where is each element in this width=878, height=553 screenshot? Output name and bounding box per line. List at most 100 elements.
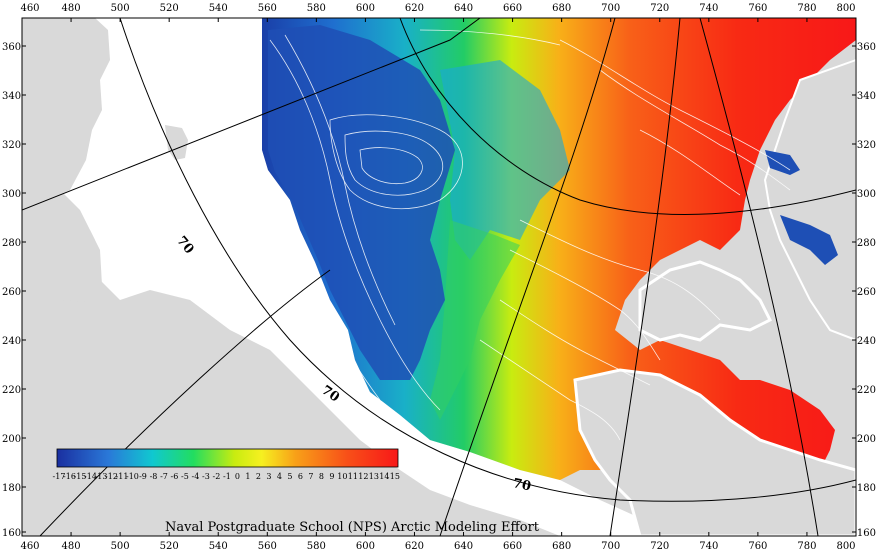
y-tick-left: 200 bbox=[2, 434, 21, 445]
y-tick-left: 360 bbox=[2, 42, 21, 53]
x-tick-top: 560 bbox=[258, 3, 277, 14]
y-tick-right: 340 bbox=[857, 91, 876, 102]
colorbar-label: -17 bbox=[53, 472, 66, 481]
y-tick-right: 240 bbox=[857, 336, 876, 347]
x-tick-bottom: 560 bbox=[258, 541, 277, 552]
x-tick-top: 740 bbox=[699, 3, 718, 14]
x-tick-top: 680 bbox=[552, 3, 571, 14]
x-tick-top: 720 bbox=[650, 3, 669, 14]
colorbar-label: -2 bbox=[213, 472, 221, 481]
y-tick-left: 340 bbox=[2, 91, 21, 102]
colorbar-label: 1 bbox=[245, 472, 250, 481]
colorbar-label: -13 bbox=[95, 472, 108, 481]
cold-water-core bbox=[268, 25, 455, 380]
x-tick-top: 600 bbox=[356, 3, 375, 14]
colorbar-label: -12 bbox=[105, 472, 118, 481]
colorbar-label: 10 bbox=[337, 472, 347, 481]
y-tick-right: 160 bbox=[857, 528, 876, 539]
colorbar-label: -14 bbox=[84, 472, 97, 481]
colorbar-label: -10 bbox=[126, 472, 139, 481]
x-tick-top: 540 bbox=[209, 3, 228, 14]
colorbar: -17-16-15-14-13-12-11-10 -9 -8 -7 -6 -5 -4 -3 -2… bbox=[53, 448, 400, 481]
x-tick-bottom: 600 bbox=[356, 541, 375, 552]
x-tick-top: 640 bbox=[454, 3, 473, 14]
meridian-3 bbox=[609, 18, 681, 536]
colorbar-label: -16 bbox=[63, 472, 76, 481]
y-tick-right: 360 bbox=[857, 42, 876, 53]
x-tick-bottom: 680 bbox=[552, 541, 571, 552]
colorbar-label: 7 bbox=[308, 472, 313, 481]
upper-left-land-patch bbox=[22, 18, 110, 210]
x-tick-top: 780 bbox=[797, 3, 816, 14]
colorbar-label: -8 bbox=[150, 472, 158, 481]
colorbar-label: -3 bbox=[202, 472, 210, 481]
colorbar-label: 12 bbox=[358, 472, 368, 481]
plot-frame bbox=[21, 17, 857, 537]
y-tick-left: 240 bbox=[2, 336, 21, 347]
y-tick-right: 280 bbox=[857, 238, 876, 249]
colorbar-label: -1 bbox=[223, 472, 231, 481]
meridian-1 bbox=[39, 269, 331, 536]
fjord-blue-inlet bbox=[765, 150, 838, 265]
colorbar-label: -4 bbox=[192, 472, 200, 481]
colorbar-label: 2 bbox=[256, 472, 261, 481]
colorbar-label: 13 bbox=[369, 472, 379, 481]
x-tick-top: 580 bbox=[307, 3, 326, 14]
colorbar-label: -5 bbox=[181, 472, 189, 481]
y-tick-left: 160 bbox=[2, 528, 21, 539]
x-tick-top: 520 bbox=[160, 3, 179, 14]
x-tick-top: 500 bbox=[111, 3, 130, 14]
x-tick-top: 620 bbox=[405, 3, 424, 14]
colorbar-label: 14 bbox=[379, 472, 389, 481]
colorbar-labels: -17-16-15-14-13-12-11-10 -9 -8 -7 -6 -5 -4 -3 -2… bbox=[53, 472, 400, 481]
y-tick-right: 300 bbox=[857, 189, 876, 200]
lat-label-70-bottom: 70 bbox=[511, 476, 532, 494]
x-tick-bottom: 540 bbox=[209, 541, 228, 552]
y-tick-left: 280 bbox=[2, 238, 21, 249]
x-tick-bottom: 480 bbox=[62, 541, 81, 552]
x-tick-bottom: 660 bbox=[503, 541, 522, 552]
x-tick-bottom: 460 bbox=[20, 541, 39, 552]
colorbar-label: 5 bbox=[287, 472, 292, 481]
colorbar-label: 9 bbox=[329, 472, 334, 481]
x-tick-bottom: 740 bbox=[699, 541, 718, 552]
contour-lines bbox=[269, 29, 791, 441]
colorbar-label: 3 bbox=[266, 472, 271, 481]
latitude-circle-upper bbox=[399, 18, 856, 215]
y-tick-right: 200 bbox=[857, 434, 876, 445]
y-tick-right: 260 bbox=[857, 287, 876, 298]
colorbar-label: -11 bbox=[116, 472, 129, 481]
right-coastal-land bbox=[763, 58, 856, 342]
y-tick-left: 320 bbox=[2, 140, 21, 151]
x-tick-bottom: 620 bbox=[405, 541, 424, 552]
meridian-2 bbox=[439, 18, 616, 536]
colorbar-label: -6 bbox=[171, 472, 179, 481]
y-tick-left: 220 bbox=[2, 385, 21, 396]
colorbar-label: 8 bbox=[319, 472, 324, 481]
y-tick-right: 180 bbox=[857, 483, 876, 494]
x-tick-bottom: 760 bbox=[748, 541, 767, 552]
x-tick-top: 660 bbox=[503, 3, 522, 14]
meridian-4 bbox=[699, 18, 819, 536]
green-transition-band bbox=[430, 220, 520, 420]
y-tick-left: 260 bbox=[2, 287, 21, 298]
x-tick-bottom: 500 bbox=[111, 541, 130, 552]
x-tick-bottom: 640 bbox=[454, 541, 473, 552]
axis-ticks: 4604604804805005005205205405405605605805… bbox=[2, 3, 876, 552]
colorbar-ramp bbox=[56, 448, 399, 468]
y-tick-right: 220 bbox=[857, 385, 876, 396]
x-tick-bottom: 700 bbox=[601, 541, 620, 552]
colorbar-label: 6 bbox=[298, 472, 303, 481]
x-tick-bottom: 720 bbox=[650, 541, 669, 552]
left-land-spur bbox=[22, 220, 102, 302]
colorbar-label: -9 bbox=[139, 472, 147, 481]
x-tick-bottom: 780 bbox=[797, 541, 816, 552]
x-tick-bottom: 580 bbox=[307, 541, 326, 552]
lower-right-land-1 bbox=[638, 260, 773, 342]
colorbar-label: 4 bbox=[277, 472, 282, 481]
x-tick-bottom: 520 bbox=[160, 541, 179, 552]
y-tick-left: 300 bbox=[2, 189, 21, 200]
x-tick-bottom: 800 bbox=[836, 541, 855, 552]
y-tick-left: 180 bbox=[2, 483, 21, 494]
